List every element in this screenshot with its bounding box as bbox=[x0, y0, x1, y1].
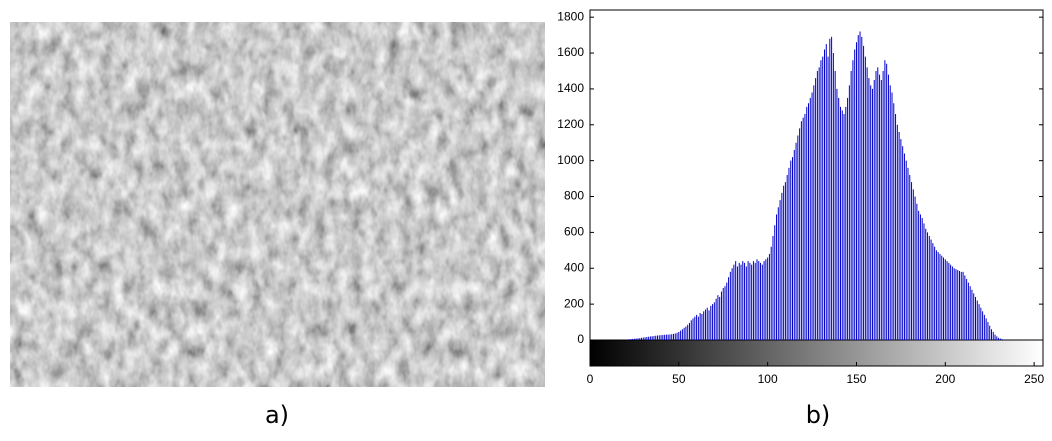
y-tick-label: 800 bbox=[564, 189, 584, 203]
y-tick-label: 1800 bbox=[557, 9, 584, 23]
chart-caption: b) bbox=[806, 401, 831, 429]
x-tick-label: 0 bbox=[587, 372, 594, 386]
x-tick-label: 250 bbox=[1024, 372, 1044, 386]
y-tick-label: 1200 bbox=[557, 117, 584, 131]
x-tick-label: 100 bbox=[758, 372, 778, 386]
x-tick-label: 150 bbox=[846, 372, 866, 386]
y-tick-label: 1400 bbox=[557, 81, 584, 95]
x-tick-label: 200 bbox=[935, 372, 955, 386]
y-tick-label: 200 bbox=[564, 296, 584, 310]
image-caption: a) bbox=[265, 401, 289, 429]
y-tick-label: 1000 bbox=[557, 153, 584, 167]
colorbar bbox=[589, 339, 1044, 367]
y-tick-label: 1600 bbox=[557, 45, 584, 59]
micrograph bbox=[10, 22, 545, 387]
plot-frame bbox=[589, 9, 1044, 341]
y-tick-label: 0 bbox=[577, 332, 584, 346]
y-tick-label: 600 bbox=[564, 225, 584, 239]
x-tick-label: 50 bbox=[672, 372, 686, 386]
y-tick-label: 400 bbox=[564, 260, 584, 274]
